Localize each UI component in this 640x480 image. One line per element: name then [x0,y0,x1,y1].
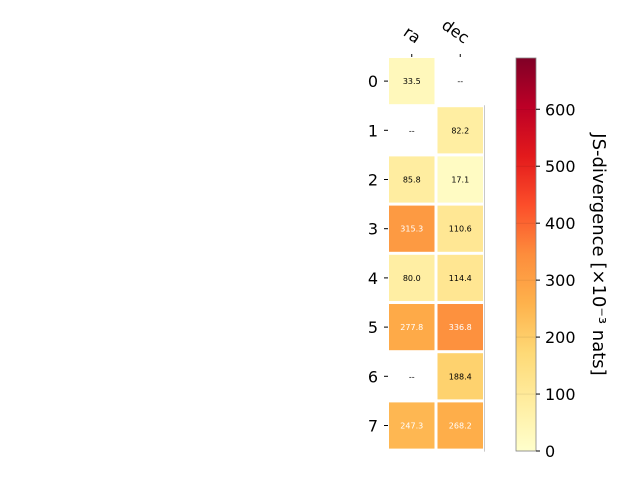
cell-value-label: 114.4 [449,274,472,283]
colorbar-tick-label: 500 [545,157,576,176]
cell-value-label: -- [457,77,463,86]
heatmap-cell [389,353,435,400]
cell-value-label: 85.8 [403,176,421,185]
cell-value-label: 110.6 [449,225,472,234]
cell-value-label: 80.0 [403,274,421,283]
colorbar-tick-label: 100 [545,385,576,404]
y-tick-label: 5 [368,318,378,337]
heatmap-cell [437,58,483,105]
heatmap-cell [389,205,435,252]
y-axis: 0 1 2 3 4 5 6 7 [368,72,388,436]
y-tick-label: 4 [368,269,378,288]
colorbar-tick-label: 0 [545,442,555,461]
cell-value-label: 188.4 [449,372,472,381]
colorbar-tick-label: 400 [545,214,576,233]
heatmap-cell [389,402,435,449]
heatmap-cell [437,205,483,252]
y-tick-label: 6 [368,367,378,386]
cell-value-label: 277.8 [400,323,423,332]
heatmap-cell [437,304,483,351]
heatmap-grid: 33.5 -- -- 82.2 85.8 17.1 315.3 110.6 80.0 114.4 2… [389,58,485,452]
heatmap-cell [437,254,483,301]
heatmap-cell [437,353,483,400]
cell-value-label: -- [409,126,415,135]
y-tick-label: 2 [368,171,378,190]
colorbar-ticks: 0 100 200 300 400 500 600 [516,100,576,461]
y-tick-label: 7 [368,417,378,436]
heatmap-cell [389,107,435,154]
x-tick-label: dec [438,15,472,47]
cell-value-label: 247.3 [400,422,423,431]
colorbar-label: JS-divergence [×10⁻³ nats] [588,132,609,375]
cell-value-label: 82.2 [451,126,469,135]
heatmap-cell [389,304,435,351]
heatmap-cell [437,402,483,449]
x-tick-label: ra [400,22,424,47]
cell-value-label: -- [409,372,415,381]
heatmap-cell [389,58,435,105]
x-axis: ra dec [400,15,473,57]
cell-value-label: 17.1 [451,176,469,185]
y-tick-label: 0 [368,72,378,91]
colorbar: 0 100 200 300 400 500 600 JS-divergence [×10⁻³… [515,57,609,461]
colorbar-tick-label: 300 [545,271,576,290]
heatmap-cell [437,107,483,154]
y-tick-label: 1 [368,121,378,140]
cell-value-label: 268.2 [449,422,472,431]
cell-value-label: 33.5 [403,77,421,86]
cell-value-label: 315.3 [400,225,423,234]
colorbar-gradient [515,57,537,452]
colorbar-tick-label: 200 [545,328,576,347]
heatmap-cell [437,156,483,203]
cell-value-label: 336.8 [449,323,472,332]
heatmap-cell [389,254,435,301]
heatmap-cell [389,156,435,203]
colorbar-tick-label: 600 [545,100,576,119]
y-tick-label: 3 [368,220,378,239]
